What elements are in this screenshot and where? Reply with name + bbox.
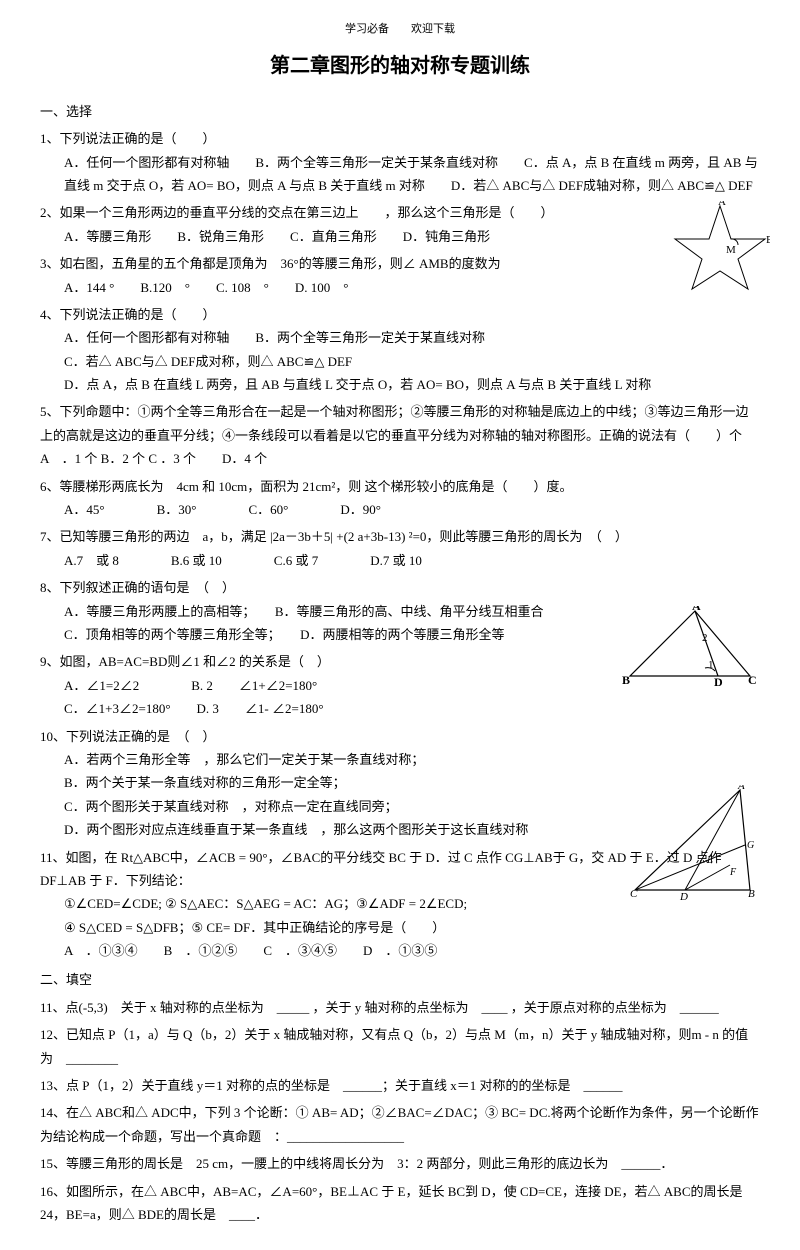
q11-line3: ④ S△CED = S△DFB；⑤ CE= DF．其中正确结论的序号是（ ） <box>40 916 760 939</box>
q10-text: 10、下列说法正确的是 （ ） <box>40 725 760 748</box>
q8-a: A．等腰三角形两腰上的高相等； B．等腰三角形的高、中线、角平分线互相重合 <box>40 600 760 623</box>
q6-text: 6、等腰梯形两底长为 4cm 和 10cm，面积为 21cm²，则 这个梯形较小… <box>40 475 760 498</box>
q1-text: 1、下列说法正确的是（ ） <box>40 127 760 150</box>
q11-text: 11、如图，在 Rt△ABC中，∠ACB = 90°，∠BAC的平分线交 BC … <box>40 846 760 893</box>
question-5: 5、下列命题中：①两个全等三角形合在一起是一个轴对称图形；②等腰三角形的对称轴是… <box>40 400 760 470</box>
q3-opts: A．144 ° B.120 ° C. 108 ° D. 100 ° <box>40 276 760 299</box>
q8-c: C．顶角相等的两个等腰三角形全等； D．两腰相等的两个等腰三角形全等 <box>40 623 760 646</box>
page-header-small: 学习必备 欢迎下载 <box>40 20 760 40</box>
q9-c: C．∠1+3∠2=180° D. 3 ∠1- ∠2=180° <box>40 697 760 720</box>
question-3: 3、如右图，五角星的五个角都是顶角为 36°的等腰三角形，则∠ AMB的度数为 … <box>40 252 760 299</box>
q9-a: A．∠1=2∠2 B. 2 ∠1+∠2=180° <box>40 674 760 697</box>
question-10: 10、下列说法正确的是 （ ） A．若两个三角形全等 ，那么它们一定关于某一条直… <box>40 725 760 842</box>
fill-15: 15、等腰三角形的周长是 25 cm，一腰上的中线将周长分为 3：2 两部分，则… <box>40 1152 760 1175</box>
q4-a: A．任何一个图形都有对称轴 B．两个全等三角形一定关于某直线对称 <box>40 326 760 349</box>
q4-c: C．若△ ABC与△ DEF成对称，则△ ABC≌△ DEF <box>40 350 760 373</box>
q4-text: 4、下列说法正确的是（ ） <box>40 303 760 326</box>
question-6: 6、等腰梯形两底长为 4cm 和 10cm，面积为 21cm²，则 这个梯形较小… <box>40 475 760 522</box>
q10-d: D．两个图形对应点连线垂直于某一条直线 ，那么这两个图形关于这长直线对称 <box>40 818 760 841</box>
q7-opts: A.7 或 8 B.6 或 10 C.6 或 7 D.7 或 10 <box>40 549 760 572</box>
fill-11: 11、点(-5,3) 关于 x 轴对称的点坐标为 _____ ，关于 y 轴对称… <box>40 996 760 1019</box>
q9-text: 9、如图，AB=AC=BD则∠1 和∠2 的关系是（ ） <box>40 650 760 673</box>
q1-opts: A．任何一个图形都有对称轴 B．两个全等三角形一定关于某条直线对称 C．点 A，… <box>40 151 760 198</box>
fill-16: 16、如图所示，在△ ABC中，AB=AC，∠A=60°，BE⊥AC 于 E，延… <box>40 1180 760 1227</box>
q10-c: C．两个图形关于某直线对称 ，对称点一定在直线同旁； <box>40 795 760 818</box>
question-11: 11、如图，在 Rt△ABC中，∠ACB = 90°，∠BAC的平分线交 BC … <box>40 846 760 963</box>
q11-opts: A ．①③④ B ．①②⑤ C ．③④⑤ D ．①③⑤ <box>40 939 760 962</box>
q10-b: B．两个关于某一条直线对称的三角形一定全等； <box>40 771 760 794</box>
fill-13: 13、点 P（1，2）关于直线 y＝1 对称的点的坐标是 ______；关于直线… <box>40 1074 760 1097</box>
q4-d: D．点 A，点 B 在直线 L 两旁，且 AB 与直线 L 交于点 O，若 AO… <box>40 373 760 396</box>
q7-text: 7、已知等腰三角形的两边 a，b，满足 |2a－3b＋5| +(2 a+3b-1… <box>40 525 760 548</box>
question-9: 9、如图，AB=AC=BD则∠1 和∠2 的关系是（ ） A．∠1=2∠2 B.… <box>40 650 760 720</box>
q8-text: 8、下列叙述正确的语句是 （ ） <box>40 576 760 599</box>
fill-12: 12、已知点 P（1，a）与 Q（b，2）关于 x 轴成轴对称，又有点 Q（b，… <box>40 1023 760 1070</box>
question-8: 8、下列叙述正确的语句是 （ ） A．等腰三角形两腰上的高相等； B．等腰三角形… <box>40 576 760 646</box>
q5-text: 5、下列命题中：①两个全等三角形合在一起是一个轴对称图形；②等腰三角形的对称轴是… <box>40 400 760 470</box>
question-1: 1、下列说法正确的是（ ） A．任何一个图形都有对称轴 B．两个全等三角形一定关… <box>40 127 760 197</box>
q2-opts: A．等腰三角形 B．锐角三角形 C．直角三角形 D．钝角三角形 <box>40 225 760 248</box>
question-2: 2、如果一个三角形两边的垂直平分线的交点在第三边上 ，那么这个三角形是（ ） A… <box>40 201 760 248</box>
question-4: 4、下列说法正确的是（ ） A．任何一个图形都有对称轴 B．两个全等三角形一定关… <box>40 303 760 397</box>
fill-14: 14、在△ ABC和△ ADC中，下列 3 个论断：① AB= AD；②∠BAC… <box>40 1101 760 1148</box>
question-7: 7、已知等腰三角形的两边 a，b，满足 |2a－3b＋5| +(2 a+3b-1… <box>40 525 760 572</box>
section-2-head: 二、填空 <box>40 968 760 991</box>
section-1-head: 一、选择 <box>40 100 760 123</box>
star-label-b: B <box>766 234 770 246</box>
q11-line2: ①∠CED=∠CDE; ② S△AEC：S△AEG = AC：AG；③∠ADF … <box>40 892 760 915</box>
q2-text: 2、如果一个三角形两边的垂直平分线的交点在第三边上 ，那么这个三角形是（ ） <box>40 201 760 224</box>
q6-opts: A．45° B．30° C．60° D．90° <box>40 498 760 521</box>
q3-text: 3、如右图，五角星的五个角都是顶角为 36°的等腰三角形，则∠ AMB的度数为 <box>40 252 760 275</box>
q10-a: A．若两个三角形全等 ，那么它们一定关于某一条直线对称； <box>40 748 760 771</box>
main-title: 第二章图形的轴对称专题训练 <box>40 48 760 84</box>
